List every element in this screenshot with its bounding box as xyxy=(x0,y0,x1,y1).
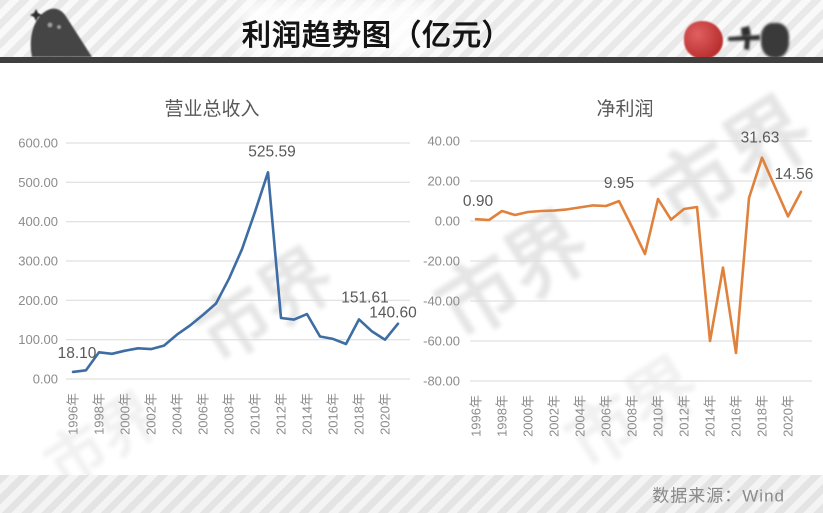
sparkle-icon xyxy=(30,9,42,21)
x-axis-tick-label: 2006年 xyxy=(196,393,211,435)
x-axis-tick-label: 1996年 xyxy=(469,395,484,437)
data-label: 9.95 xyxy=(604,175,634,192)
x-axis-tick-label: 2012年 xyxy=(274,393,289,435)
dark-logo-blob-icon xyxy=(761,23,789,58)
header-banner: 利润趋势图（亿元） xyxy=(0,0,823,59)
red-seal-logo-icon xyxy=(684,21,723,59)
y-axis-tick-label: -60.00 xyxy=(423,334,460,349)
data-label: 14.56 xyxy=(775,166,814,183)
y-axis-tick-label: 20.00 xyxy=(427,174,460,189)
title-backdrop xyxy=(243,2,433,54)
x-axis-tick-label: 2004年 xyxy=(170,393,185,435)
x-axis-tick-label: 2020年 xyxy=(781,395,796,437)
x-axis-tick-label: 2020年 xyxy=(378,393,393,435)
y-axis-tick-label: 300.00 xyxy=(18,254,58,269)
x-axis-tick-label: 2012年 xyxy=(677,395,692,437)
page-title: 利润趋势图（亿元） xyxy=(241,20,513,52)
x-axis-tick-label: 2018年 xyxy=(755,395,770,437)
x-axis-tick-label: 2004年 xyxy=(573,395,588,437)
y-axis-tick-label: -40.00 xyxy=(423,294,460,309)
data-label: 525.59 xyxy=(248,143,295,160)
dark-logo-glyph-icon xyxy=(728,26,760,50)
x-axis-tick-label: 2008年 xyxy=(625,395,640,437)
y-axis-tick-label: 0.00 xyxy=(435,214,460,229)
data-label: 18.10 xyxy=(58,345,97,362)
x-axis-tick-label: 2016年 xyxy=(729,395,744,437)
y-axis-tick-label: 40.00 xyxy=(427,134,460,149)
x-axis-tick-label: 1998年 xyxy=(92,393,107,435)
y-axis-tick-label: 200.00 xyxy=(18,293,58,308)
y-axis-tick-label: 100.00 xyxy=(18,332,58,347)
x-axis-tick-label: 1996年 xyxy=(66,393,81,435)
revenue-line-chart: 600.00 500.00 400.00 300.00 200.00 100.00 0.00… xyxy=(18,98,417,435)
x-axis-tick-label: 2000年 xyxy=(118,393,133,435)
data-label: 151.61 xyxy=(341,289,388,306)
left-mascot-logo-icon xyxy=(30,8,92,57)
y-axis-tick-label: 500.00 xyxy=(18,175,58,190)
data-label: 0.90 xyxy=(463,193,494,210)
data-source-label: 数据来源：Wind xyxy=(652,486,785,506)
x-axis-tick-label: 2008年 xyxy=(222,393,237,435)
x-axis-tick-label: 2002年 xyxy=(144,393,159,435)
y-axis-tick-label: -80.00 xyxy=(423,374,460,389)
x-axis-tick-label: 2010年 xyxy=(248,393,263,435)
data-label: 140.60 xyxy=(369,305,417,322)
footer-banner: 数据来源：Wind xyxy=(0,475,823,513)
x-axis-tick-label: 2014年 xyxy=(703,395,718,437)
y-axis-tick-label: -20.00 xyxy=(423,254,460,269)
x-axis-tick-label: 2002年 xyxy=(547,395,562,437)
x-axis-tick-label: 2016年 xyxy=(326,393,341,435)
x-axis-tick-label: 2014年 xyxy=(300,393,315,435)
header-divider-bar xyxy=(0,57,823,63)
net-profit-line-chart: 40.00 20.00 0.00 -20.00 -40.00 -60.00 -80.00 19… xyxy=(423,98,814,437)
data-line xyxy=(474,156,803,355)
x-axis-tick-label: 2006年 xyxy=(599,395,614,437)
x-axis-tick-label: 1998年 xyxy=(495,395,510,437)
y-axis-tick-label: 0.00 xyxy=(33,372,58,387)
data-line xyxy=(71,171,400,374)
x-axis-tick-label: 2010年 xyxy=(651,395,666,437)
chart-title: 净利润 xyxy=(596,98,653,120)
x-axis-tick-label: 2000年 xyxy=(521,395,536,437)
data-label: 31.63 xyxy=(741,130,780,147)
y-axis-tick-label: 400.00 xyxy=(18,214,58,229)
x-axis-tick-label: 2018年 xyxy=(352,393,367,435)
chart-title: 营业总收入 xyxy=(164,98,259,120)
y-axis-tick-label: 600.00 xyxy=(18,136,58,151)
charts-area: 市界 市界 市界 市界 市界 600.00 500.00 400.00 300.00 2… xyxy=(0,63,823,501)
